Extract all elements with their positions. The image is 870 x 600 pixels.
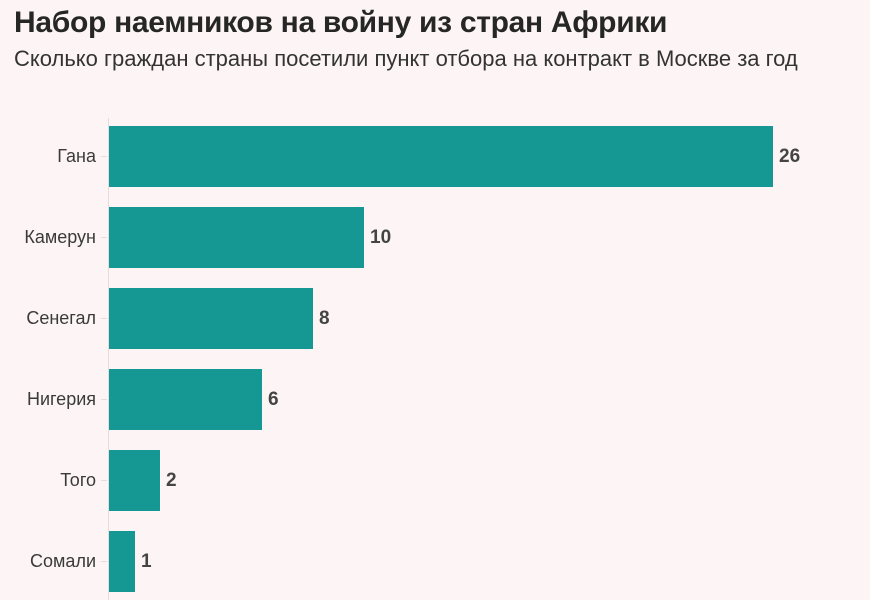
- bar-row: Гана 26: [0, 126, 870, 187]
- value-label: 10: [370, 227, 392, 248]
- bar: [109, 369, 262, 430]
- bar: [109, 450, 160, 511]
- category-label: Того: [60, 470, 96, 490]
- bar: [109, 126, 773, 187]
- bar-row: Сомали 1: [0, 531, 870, 592]
- value-label: 8: [319, 308, 330, 329]
- category-label: Камерун: [24, 227, 96, 247]
- bar-chart: Гана 26 Камерун 10 Сенегал 8 Нигерия 6 Того 2 Сома…: [0, 110, 870, 600]
- bar-row: Сенегал 8: [0, 288, 870, 349]
- axis-tick: [101, 480, 107, 481]
- category-label: Сенегал: [26, 308, 96, 328]
- category-label: Сомали: [30, 551, 96, 571]
- bar: [109, 207, 364, 268]
- axis-tick: [101, 561, 107, 562]
- value-label: 26: [779, 146, 801, 167]
- bar: [109, 288, 313, 349]
- chart-title: Набор наемников на войну из стран Африки: [14, 6, 668, 39]
- bar-row: Нигерия 6: [0, 369, 870, 430]
- bar-row: Того 2: [0, 450, 870, 511]
- axis-tick: [101, 318, 107, 319]
- value-label: 2: [166, 470, 177, 491]
- bar: [109, 531, 135, 592]
- value-label: 6: [268, 389, 279, 410]
- axis-tick: [101, 399, 107, 400]
- category-label: Нигерия: [26, 389, 96, 409]
- category-label: Гана: [57, 146, 96, 166]
- y-axis-line: [108, 118, 109, 600]
- axis-tick: [101, 156, 107, 157]
- axis-tick: [101, 237, 107, 238]
- bar-row: Камерун 10: [0, 207, 870, 268]
- value-label: 1: [141, 551, 152, 572]
- chart-subtitle: Сколько граждан страны посетили пункт от…: [14, 46, 798, 71]
